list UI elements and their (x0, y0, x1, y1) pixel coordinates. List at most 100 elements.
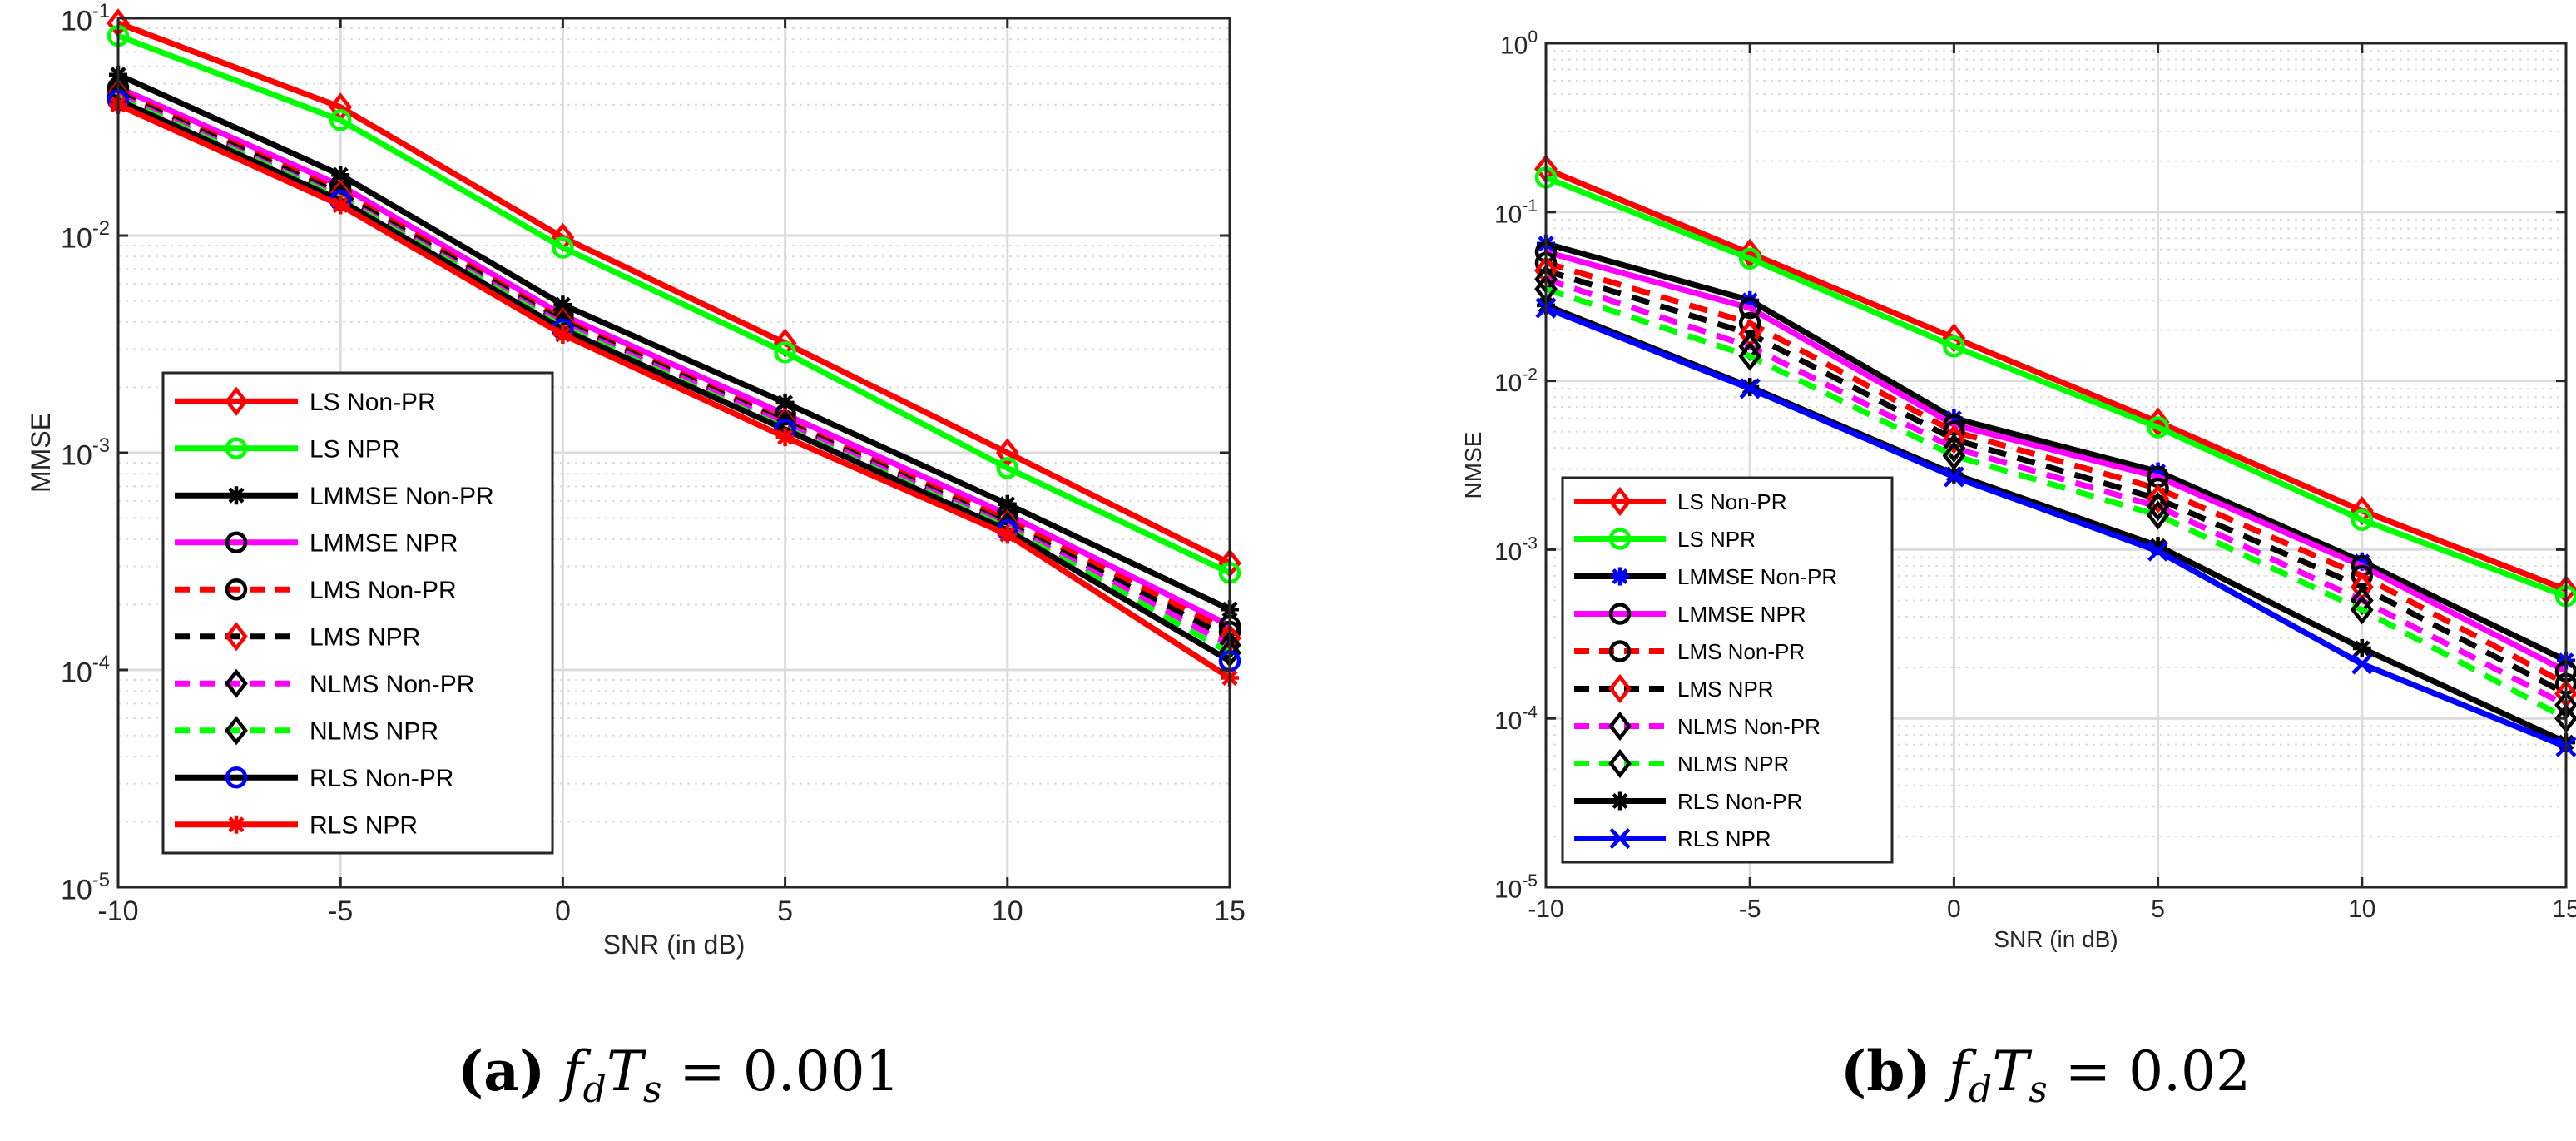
caption-a-label: (a) (458, 1039, 546, 1104)
chart-b-legend-label-8: RLS Non-PR (1677, 789, 1802, 814)
chart-a-series-1-point (552, 236, 574, 259)
chart-b-series-9-point (2147, 540, 2169, 562)
chart-a-legend-marker-3 (225, 531, 248, 553)
chart-a-y-tick-label: 10-1 (61, 0, 110, 37)
chart-b-series-6-point (2146, 491, 2170, 522)
chart-b-legend-marker-1 (1608, 528, 1632, 550)
chart-a-series-1-point (996, 457, 1019, 479)
chart-b-series-line-4 (1545, 260, 2568, 687)
chart-a-legend-label-8: RLS Non-PR (310, 765, 453, 792)
chart-a-legend-marker-1 (225, 437, 248, 459)
chart-a-legend-label-7: NLMS NPR (310, 718, 438, 746)
chart-a-y-tick-base: 10 (61, 439, 92, 471)
chart-b-series-9-point (1943, 466, 1964, 488)
chart-a-y-tick-exponent: -4 (92, 652, 110, 674)
chart-b-y-tick-exponent: -2 (1522, 365, 1538, 384)
chart-b-series-1-point (2147, 416, 2169, 439)
chart-b-series-0-point (2146, 407, 2170, 437)
chart-a-x-tick-label: -10 (97, 895, 138, 927)
chart-a-y-tick-base: 10 (61, 5, 92, 37)
chart-b-series-line-9 (1544, 305, 2568, 750)
chart-a-series-1-point (329, 109, 352, 131)
chart-b-series-5-point (2146, 484, 2170, 513)
chart-b-series-1-point (1738, 247, 1761, 270)
chart-b-series-line-7 (1544, 285, 2568, 722)
chart-b-y-axis-label: NMSE (1460, 432, 1486, 499)
caption-b-sub1: d (1969, 1069, 1993, 1112)
chart-b-x-tick-label: 10 (2348, 895, 2375, 923)
chart-a-legend-marker-2 (227, 486, 245, 505)
chart-b-y-tick-exponent: -5 (1522, 871, 1538, 890)
chart-b-series-2-point (2352, 552, 2371, 571)
chart-b-series-8-point (2352, 639, 2371, 658)
chart-a-legend-label-3: LMMSE NPR (310, 530, 458, 558)
caption-a: (a) fdTs = 0.001 (458, 1039, 900, 1111)
chart-a-y-tick-label: 10-5 (61, 869, 110, 905)
chart-b-series-3-point (1738, 296, 1761, 320)
chart-b-series-line-6 (1544, 276, 2568, 708)
chart-a-y-tick-base: 10 (61, 222, 92, 254)
chart-a-legend-marker-7 (225, 716, 248, 746)
chart-b-legend-marker-4 (1608, 640, 1632, 662)
chart-b-legend-label-9: RLS NPR (1677, 826, 1771, 851)
chart-a-series-1-point (774, 341, 796, 364)
chart-b-y-tick-label: 10-3 (1494, 534, 1538, 567)
chart-a-y-tick-exponent: -3 (92, 434, 110, 457)
chart-a-legend-label-2: LMMSE Non-PR (310, 483, 494, 510)
caption-b-sub2: s (2029, 1069, 2048, 1112)
caption-b: (b) fdTs = 0.02 (1840, 1039, 2251, 1111)
chart-b-series-7-point (2146, 500, 2170, 530)
chart-b-series-line-0 (1544, 166, 2568, 593)
chart-b-legend-label-7: NLMS NPR (1677, 752, 1789, 776)
chart-b-x-axis-label: SNR (in dB) (1994, 926, 2118, 952)
chart-b-x-tick-label: 15 (2552, 895, 2576, 923)
caption-a-var: f (562, 1039, 583, 1104)
chart-b-y-tick-exponent: -4 (1522, 702, 1538, 722)
chart-a-y-tick-base: 10 (61, 874, 92, 905)
chart-b-y-tick-base: 10 (1494, 538, 1522, 566)
chart-b-legend-marker-0 (1608, 486, 1632, 517)
chart-a-series-9-point (553, 325, 572, 344)
chart-b-x-tick-label: 5 (2151, 895, 2165, 923)
chart-a-y-tick-exponent: -2 (92, 217, 110, 240)
chart-b-legend-marker-2 (1611, 567, 1629, 586)
chart-a-series-group (107, 8, 1241, 687)
chart-b-legend-label-5: LMS NPR (1677, 677, 1774, 702)
chart-b-x-tick-label: -5 (1739, 895, 1761, 923)
chart-a-legend-label-5: LMS NPR (310, 624, 420, 652)
chart-b-y-tick-base: 10 (1494, 370, 1522, 397)
chart-a-series-line-1 (116, 32, 1231, 576)
chart-a-legend-marker-4 (225, 578, 248, 601)
chart-b-legend-label-0: LS Non-PR (1677, 489, 1787, 514)
chart-b-legend-marker-6 (1608, 711, 1632, 742)
chart-b-y-tick-base: 10 (1494, 707, 1522, 735)
chart-b-series-7-point (1738, 341, 1762, 371)
chart-a-x-tick-label: 15 (1214, 895, 1246, 927)
chart-a-legend-marker-5 (225, 622, 248, 652)
caption-a-var2: T (606, 1039, 643, 1104)
chart-a-legend-label-1: LS NPR (310, 436, 399, 464)
chart-b-y-tick-base: 10 (1494, 201, 1522, 228)
chart-a-series-line-4 (116, 88, 1231, 635)
chart-b-y-tick-exponent: -1 (1522, 196, 1538, 216)
chart-b-series-6-point (1942, 433, 1966, 463)
chart-b-legend-label-4: LMS Non-PR (1677, 639, 1805, 664)
chart-b-legend-marker-5 (1608, 673, 1632, 704)
chart-b-series-line-3 (1545, 249, 2568, 674)
chart-a-y-tick-label: 10-4 (61, 652, 110, 688)
chart-a-x-tick-label: 5 (777, 895, 793, 927)
caption-b-var2: T (1992, 1039, 2029, 1104)
chart-b-series-5-point (1942, 424, 1966, 454)
chart-a-series-9-point (331, 196, 350, 215)
chart-b-y-tick-exponent: 0 (1528, 27, 1538, 47)
chart-a-y-tick-base: 10 (61, 657, 92, 688)
chart-a-legend-label-0: LS Non-PR (310, 389, 436, 416)
chart-b-legend: LS Non-PR LS NPR LMMSE Non-PR LMMSE NPR LMS … (1561, 476, 1894, 864)
chart-b-series-line-5 (1544, 267, 2568, 697)
caption-a-sub1: d (582, 1069, 607, 1112)
chart-b-y-tick-label: 100 (1500, 27, 1538, 60)
chart-a-legend-label-9: RLS NPR (310, 812, 418, 840)
chart-b-y-tick-exponent: -3 (1522, 534, 1538, 553)
